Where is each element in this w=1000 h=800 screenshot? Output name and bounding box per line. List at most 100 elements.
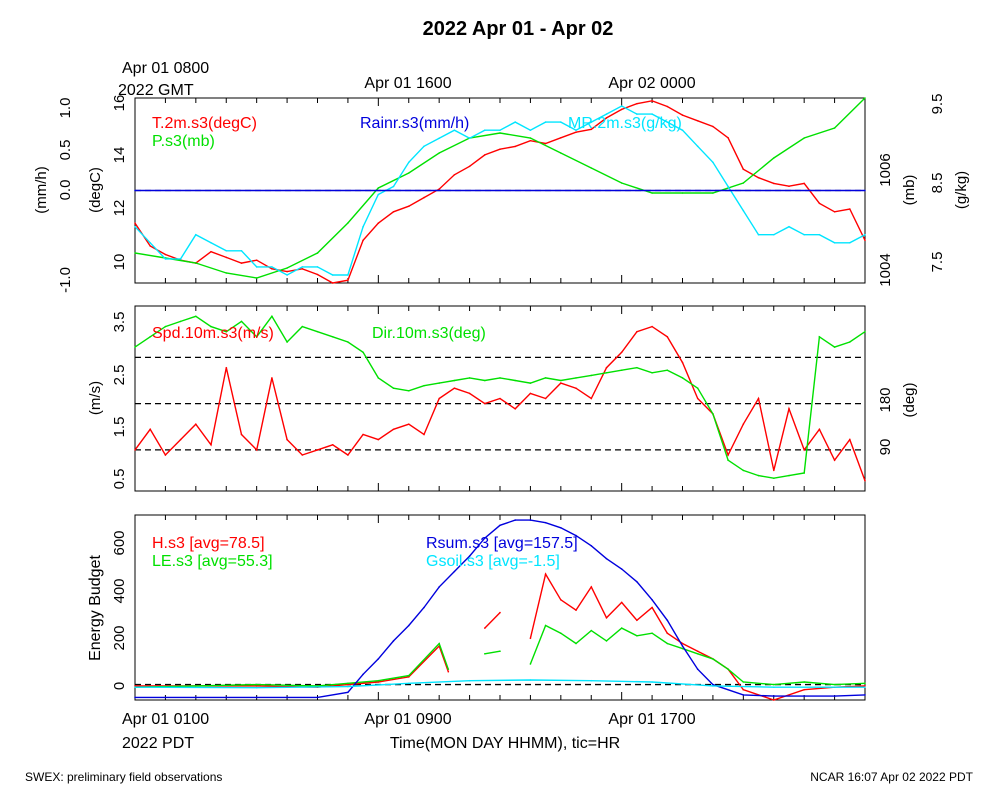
data-point-spd-10m-s3 bbox=[864, 479, 866, 482]
data-point-h-s3 bbox=[773, 699, 775, 701]
data-point-h-s3 bbox=[681, 642, 684, 645]
data-point-dir-10m-s3 bbox=[179, 320, 182, 323]
data-point-p-s3 bbox=[347, 222, 349, 224]
data-point-dir-10m-s3 bbox=[560, 379, 562, 382]
energy-tick-600: 600 bbox=[111, 530, 128, 555]
data-point-dir-10m-s3 bbox=[347, 341, 349, 343]
legend-rainrate: Rainr.s3(mm/h) bbox=[360, 115, 469, 132]
data-point-spd-10m-s3 bbox=[757, 397, 760, 400]
data-point-le-s3 bbox=[696, 653, 699, 655]
pressure-tick-1004: 1004 bbox=[877, 253, 894, 286]
data-point-mr-2m-s3 bbox=[225, 250, 228, 252]
data-point-spd-10m-s3 bbox=[696, 397, 699, 400]
data-point-rsum-s3 bbox=[134, 696, 136, 699]
data-point-p-s3 bbox=[438, 152, 441, 154]
data-point-rsum-s3 bbox=[164, 696, 167, 699]
data-point-spd-10m-s3 bbox=[514, 408, 516, 410]
energy-tick-200: 200 bbox=[111, 625, 128, 650]
series-line-h-s3 bbox=[135, 572, 866, 701]
gmt-start-label: Apr 01 0800 bbox=[122, 60, 209, 77]
data-point-rsum-s3 bbox=[484, 537, 486, 539]
data-point-spd-10m-s3 bbox=[331, 444, 334, 446]
data-point-mr-2m-s3 bbox=[468, 137, 471, 139]
data-point-p-s3 bbox=[529, 137, 532, 139]
data-point-t-2m-s3 bbox=[666, 105, 669, 108]
legend-mixing-ratio: MR.2m.s3(g/kg) bbox=[568, 115, 682, 132]
data-point-rainr-s3 bbox=[134, 189, 136, 192]
data-point-mr-2m-s3 bbox=[286, 274, 288, 276]
data-point-mr-2m-s3 bbox=[788, 225, 790, 228]
data-point-spd-10m-s3 bbox=[575, 387, 577, 390]
data-point-h-s3 bbox=[803, 688, 805, 691]
data-point-t-2m-s3 bbox=[331, 282, 334, 284]
data-point-rsum-s3 bbox=[392, 640, 395, 642]
data-point-rsum-s3 bbox=[681, 645, 684, 647]
data-point-rsum-s3 bbox=[712, 683, 714, 686]
data-point-spd-10m-s3 bbox=[833, 459, 836, 462]
data-point-le-s3 bbox=[605, 640, 608, 642]
data-point-spd-10m-s3 bbox=[560, 382, 562, 384]
energy-panel-plot bbox=[134, 519, 866, 701]
met-right-axes: 1006 1004 (mb) 9.5 8.5 7.5 (g/kg) bbox=[877, 94, 970, 287]
rain-axis-label: (mm/h) bbox=[33, 166, 50, 214]
data-point-h-s3 bbox=[696, 650, 699, 652]
data-point-dir-10m-s3 bbox=[331, 336, 334, 338]
series-line-le-s3 bbox=[134, 624, 866, 688]
data-point-h-s3 bbox=[620, 601, 623, 604]
data-point-rsum-s3 bbox=[636, 581, 638, 583]
data-point-t-2m-s3 bbox=[468, 165, 471, 168]
data-point-p-s3 bbox=[590, 167, 593, 169]
data-point-mr-2m-s3 bbox=[255, 266, 258, 268]
speed-tick-35: 3.5 bbox=[111, 312, 128, 333]
pdt-mid2-label: Apr 01 1700 bbox=[608, 711, 695, 728]
data-point-spd-10m-s3 bbox=[210, 444, 212, 446]
data-point-h-s3 bbox=[447, 670, 450, 673]
data-point-rsum-s3 bbox=[195, 696, 197, 699]
data-point-le-s3 bbox=[773, 683, 775, 686]
data-point-t-2m-s3 bbox=[286, 270, 288, 273]
data-point-le-s3 bbox=[560, 632, 562, 634]
data-point-h-s3 bbox=[377, 681, 380, 683]
legend-temperature: T.2m.s3(degC) bbox=[152, 115, 257, 132]
data-point-le-s3 bbox=[499, 650, 501, 652]
data-point-p-s3 bbox=[225, 272, 228, 274]
data-point-p-s3 bbox=[377, 187, 380, 189]
data-point-dir-10m-s3 bbox=[316, 330, 319, 333]
data-point-p-s3 bbox=[864, 97, 866, 99]
data-point-spd-10m-s3 bbox=[544, 397, 547, 400]
data-point-p-s3 bbox=[255, 277, 258, 279]
data-point-dir-10m-s3 bbox=[788, 474, 790, 477]
data-point-gsoil-s3 bbox=[712, 685, 714, 687]
data-point-t-2m-s3 bbox=[849, 208, 851, 210]
data-point-dir-10m-s3 bbox=[164, 325, 167, 328]
data-point-dir-10m-s3 bbox=[225, 330, 228, 333]
data-point-dir-10m-s3 bbox=[438, 382, 441, 384]
data-point-dir-10m-s3 bbox=[484, 379, 486, 382]
data-point-rsum-s3 bbox=[529, 519, 532, 521]
data-point-le-s3 bbox=[347, 682, 349, 685]
energy-tick-400: 400 bbox=[111, 578, 128, 603]
data-point-t-2m-s3 bbox=[362, 239, 364, 242]
data-point-p-s3 bbox=[620, 182, 623, 184]
data-point-spd-10m-s3 bbox=[788, 408, 790, 410]
data-point-p-s3 bbox=[712, 192, 714, 194]
data-point-rsum-s3 bbox=[620, 568, 623, 570]
temp-tick-12: 12 bbox=[111, 200, 128, 217]
data-point-dir-10m-s3 bbox=[423, 384, 425, 387]
data-point-spd-10m-s3 bbox=[620, 351, 623, 354]
data-point-t-2m-s3 bbox=[210, 250, 212, 253]
data-point-mr-2m-s3 bbox=[864, 233, 866, 236]
data-point-h-s3 bbox=[864, 685, 866, 687]
data-point-le-s3 bbox=[590, 629, 593, 632]
speed-tick-05: 0.5 bbox=[111, 469, 128, 490]
data-point-le-s3 bbox=[620, 627, 623, 629]
data-point-h-s3 bbox=[499, 611, 501, 614]
data-point-t-2m-s3 bbox=[514, 145, 516, 148]
data-point-le-s3 bbox=[833, 683, 836, 686]
data-point-le-s3 bbox=[666, 642, 669, 645]
data-point-dir-10m-s3 bbox=[286, 341, 288, 343]
data-point-t-2m-s3 bbox=[818, 202, 821, 205]
data-point-rsum-s3 bbox=[696, 668, 699, 670]
data-point-mr-2m-s3 bbox=[271, 266, 273, 268]
